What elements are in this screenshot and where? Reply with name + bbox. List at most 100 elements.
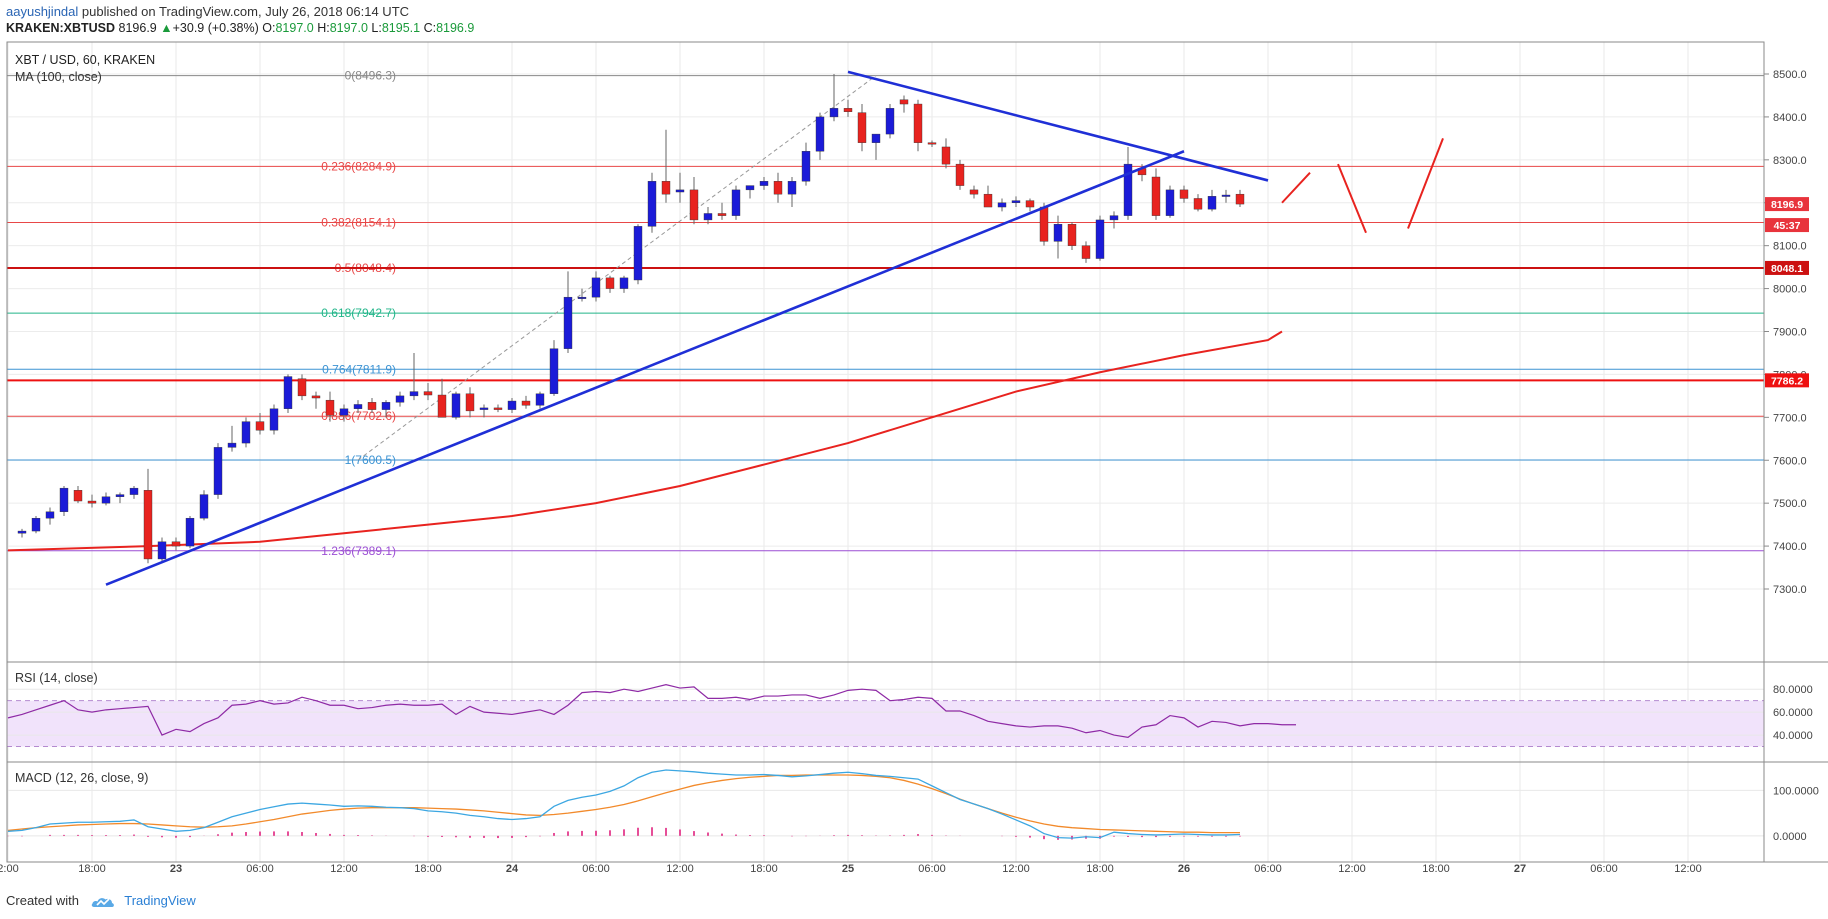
publish-header: aayushjindal published on TradingView.co… (0, 0, 1828, 42)
y-tick-label: 7400.0 (1773, 541, 1807, 553)
candle-body (857, 112, 867, 143)
y-tick-label: 8500.0 (1773, 69, 1807, 81)
candle-body (1109, 215, 1119, 221)
y-tick-label: 7300.0 (1773, 584, 1807, 596)
x-tick-label: 27 (1514, 863, 1526, 875)
candle-body (619, 277, 629, 289)
price-pane[interactable]: 0(8496.3)0.236(8284.9)0.382(8154.1)0.5(8… (7, 69, 1764, 586)
candle-body (913, 103, 923, 143)
candle-body (17, 530, 27, 534)
forecast-stroke (1337, 163, 1367, 234)
price-tag-bg (1765, 373, 1809, 388)
candle-body (1039, 206, 1049, 242)
candle-body (213, 447, 223, 495)
x-tick-label: 12:00 (666, 863, 694, 875)
candle-body (157, 541, 167, 560)
x-tick-label: 23 (170, 863, 182, 875)
candle-body (773, 181, 783, 195)
price-tag-bg (1765, 218, 1809, 233)
x-tick-label: 12:00 (330, 863, 358, 875)
candle-body (451, 393, 461, 418)
price-tag-label: 7786.2 (1771, 375, 1803, 387)
y-tick-label: 8300.0 (1773, 155, 1807, 167)
candle-body (969, 189, 979, 195)
price-tag-bg (1765, 197, 1809, 212)
candle-body (31, 517, 41, 532)
candle-body (241, 421, 251, 444)
x-tick-label: 06:00 (1254, 863, 1282, 875)
candle-body (647, 181, 657, 227)
candle-body (885, 108, 895, 135)
macd-line (7, 769, 1241, 839)
candle-body (1151, 176, 1161, 216)
fib-level-label: 0.382(8154.1) (321, 215, 396, 229)
y-tick-label: 8100.0 (1773, 241, 1807, 253)
author-link[interactable]: aayushjindal (6, 4, 79, 19)
candle-body (409, 391, 419, 397)
price-change: +30.9 (+0.38%) (172, 21, 259, 35)
rsi-pane[interactable] (7, 683, 1764, 748)
y-tick-label: 7600.0 (1773, 455, 1807, 467)
x-tick-label: 06:00 (582, 863, 610, 875)
fib-level-label: 1.236(7389.1) (321, 544, 396, 558)
y-tick-label: 8400.0 (1773, 112, 1807, 124)
ma-legend: MA (100, close) (15, 70, 102, 84)
y-tick-label: 0.0000 (1773, 831, 1807, 843)
y-tick-label: 100.0000 (1773, 785, 1819, 797)
x-tick-label: 18:00 (750, 863, 778, 875)
candle-body (703, 213, 713, 221)
macd-pane[interactable] (7, 769, 1764, 840)
high-value: 8197.0 (329, 21, 368, 35)
symbol-label: KRAKEN:XBTUSD (6, 21, 116, 35)
open-label: O: (262, 21, 276, 35)
candle-body (717, 213, 727, 216)
candle-body (675, 189, 685, 193)
open-value: 8197.0 (275, 21, 314, 35)
candle-body (1207, 196, 1217, 210)
candle-body (129, 487, 139, 495)
candle-body (269, 408, 279, 431)
candle-body (115, 494, 125, 497)
candle-body (843, 108, 853, 112)
candle-body (353, 404, 363, 409)
ma100-line (7, 330, 1283, 552)
tradingview-cloud-icon (91, 897, 114, 907)
candle-body (479, 407, 489, 410)
x-tick-label: 18:00 (1422, 863, 1450, 875)
forecast-stroke (1407, 138, 1444, 229)
candle-body (899, 99, 909, 105)
close-value: 8196.9 (436, 21, 475, 35)
candle-body (1011, 200, 1021, 203)
candle-body (759, 181, 769, 186)
candle-body (423, 391, 433, 396)
last-price: 8196.9 (118, 21, 157, 35)
up-arrow-icon: ▲ (160, 21, 173, 35)
close-label: C: (423, 21, 437, 35)
candle-body (45, 511, 55, 519)
x-tick-label: 18:00 (1086, 863, 1114, 875)
y-tick-label: 60.0000 (1773, 707, 1813, 719)
x-tick-label: 06:00 (1590, 863, 1618, 875)
candle-body (563, 296, 573, 349)
rsi-band (7, 700, 1764, 747)
chart-svg[interactable]: 0(8496.3)0.236(8284.9)0.382(8154.1)0.5(8… (0, 0, 1828, 880)
x-tick-label: 24 (506, 863, 519, 875)
candle-body (227, 442, 237, 448)
candle-body (801, 151, 811, 182)
chart-title: XBT / USD, 60, KRAKEN (15, 53, 155, 67)
candle-body (311, 395, 321, 399)
tradingview-brand[interactable]: TradingView (124, 893, 196, 908)
candle-body (465, 393, 475, 412)
fib-level-label: 0.764(7811.9) (322, 362, 396, 376)
candle-body (591, 277, 601, 298)
fib-level-label: 0.236(8284.9) (321, 159, 396, 173)
candle-body (297, 378, 307, 397)
candle-body (1235, 193, 1245, 205)
candle-body (367, 402, 377, 410)
candle-body (1025, 200, 1035, 208)
candle-body (87, 500, 97, 504)
candle-body (1067, 224, 1077, 246)
created-with-label: Created with (6, 893, 79, 908)
y-tick-label: 8000.0 (1773, 284, 1807, 296)
x-tick-label: 12:00 (1338, 863, 1366, 875)
